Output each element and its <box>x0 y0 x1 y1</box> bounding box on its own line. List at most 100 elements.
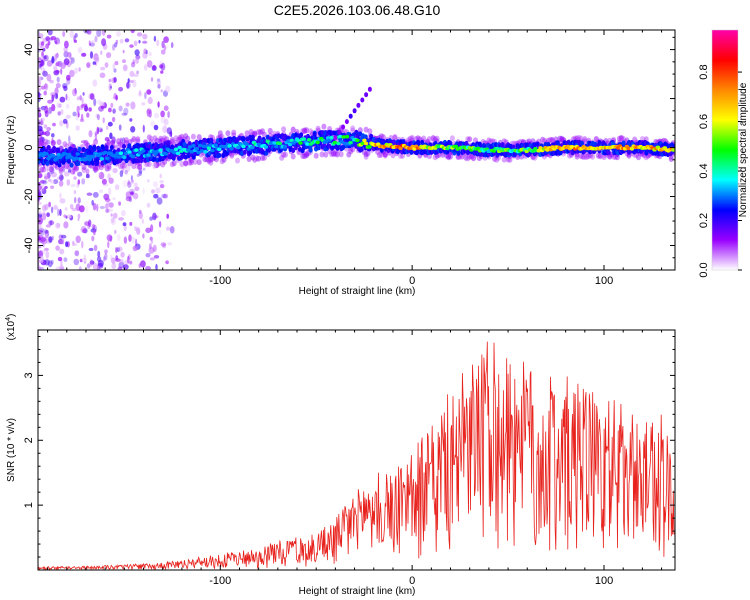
spectrogram-noise-cell <box>113 144 119 149</box>
spectrogram-halo-cell <box>574 153 580 160</box>
spectrogram-band-cell <box>401 139 406 145</box>
spectrogram-noise-cell <box>155 263 158 270</box>
spectrogram-halo-cell <box>593 136 599 143</box>
spectrogram-noise-cell <box>145 266 151 270</box>
spectrogram-noise-cell <box>48 166 52 171</box>
spectrogram-noise-cell <box>155 187 161 194</box>
spectrogram-halo-cell <box>290 126 296 133</box>
spectrogram-halo-cell <box>146 161 152 168</box>
spectrogram-noise-cell <box>166 226 170 231</box>
spectrogram-noise-cell <box>56 40 61 45</box>
spectrogram-noise-cell <box>114 42 118 48</box>
spectrogram-halo-cell <box>254 155 260 162</box>
spectrogram-noise-cell <box>67 51 72 58</box>
spectrogram-noise-cell <box>57 208 60 217</box>
spectrogram-halo-cell <box>455 154 461 161</box>
spectrogram-halo-cell <box>50 139 56 146</box>
snr-series-line <box>38 341 675 570</box>
spectrogram-noise-cell <box>74 250 80 257</box>
spectrogram-noise-cell <box>159 60 163 66</box>
spectrogram-noise-cell <box>62 164 66 173</box>
spectrogram-band-cell <box>69 162 74 168</box>
spectrogram-halo-cell <box>118 141 123 148</box>
spectrogram-noise-cell <box>100 105 104 110</box>
spectrogram-noise-cell <box>61 234 67 239</box>
spectrogram-noise-cell <box>55 245 60 251</box>
spectrogram-noise-cell <box>51 133 55 138</box>
spectrogram-halo-cell <box>183 133 189 140</box>
spectrogram-noise-cell <box>42 204 47 212</box>
spectrogram-halo-cell <box>190 133 196 140</box>
spectrogram-noise-cell <box>89 260 95 265</box>
spectrogram-noise-cell <box>60 259 63 267</box>
spectrogram-halo-cell <box>206 156 212 163</box>
snr-x-axis-label: Height of straight line (km) <box>299 586 416 597</box>
spectrogram-noise-cell <box>38 216 41 220</box>
spectrogram-ridge-cell <box>199 149 205 153</box>
spectrogram-noise-cell <box>131 179 134 184</box>
spectrogram-noise-cell <box>97 259 104 267</box>
colorbar-frame <box>711 29 739 271</box>
spectrogram-halo-cell <box>549 137 555 144</box>
spectrogram-halo-cell <box>267 127 273 134</box>
spectrogram-noise-cell <box>63 171 70 177</box>
spectrogram-noise-cell <box>125 102 130 107</box>
spectrogram-noise-cell <box>153 35 157 42</box>
spectrogram-noise-cell <box>38 228 45 233</box>
spectrogram-halo-cell <box>400 152 405 159</box>
spectrogram-noise-cell <box>46 212 50 217</box>
spectrogram-noise-cell <box>72 167 76 175</box>
spectrogram-noise-cell <box>40 106 47 111</box>
spectrogram-noise-cell <box>75 235 81 244</box>
spectrogram-noise-cell <box>51 103 56 112</box>
spectrogram-halo-cell <box>377 152 382 159</box>
snr-panel: -100 0 100 1 2 3 Height of straight line (km… <box>5 314 676 597</box>
spectrogram-halo-cell <box>169 138 175 145</box>
spectrogram-halo-cell <box>148 135 154 142</box>
spectrogram-halo-cell <box>469 153 475 160</box>
spectrogram-noise-cell <box>98 171 105 180</box>
spectrogram-noise-cell <box>38 80 42 87</box>
spectrogram-ridge-cell <box>99 157 105 161</box>
spectrogram-halo-cell <box>135 136 141 143</box>
spectrogram-halo-cell <box>160 161 166 168</box>
spectrogram-noise-cell <box>122 222 127 227</box>
spectrogram-halo-cell <box>632 136 638 143</box>
spectrogram-noise-cell <box>169 226 175 234</box>
spectrogram-noise-cell <box>81 52 87 57</box>
spectrogram-ridge-cell <box>363 141 369 146</box>
spectrogram-noise-cell <box>86 192 93 196</box>
spectrogram-noise-cell <box>91 224 96 229</box>
spectrogram-ridge-cell <box>315 140 320 145</box>
spectrogram-noise-cell <box>111 217 115 224</box>
spectrogram-band-cell <box>57 162 62 168</box>
spectrogram-noise-cell <box>68 135 71 143</box>
spectrogram-halo-cell <box>519 138 524 145</box>
spectrogram-panel: -100 0 100 -40 -20 0 20 40 Height of straight … <box>6 29 676 297</box>
spectrogram-ridge-cell <box>187 145 193 149</box>
y-tick-label: -20 <box>23 189 35 205</box>
spectrogram-noise-cell <box>146 60 153 68</box>
spectrogram-ridge-cell <box>206 146 212 150</box>
spectrogram-halo-cell <box>39 139 45 146</box>
spectrogram-halo-cell <box>38 138 43 145</box>
spectrogram-noise-cell <box>86 61 92 68</box>
spectrogram-ridge-cell <box>75 152 80 156</box>
spectrogram-noise-cell <box>82 228 87 234</box>
spectrogram-noise-cell <box>63 58 70 66</box>
spectrogram-noise-cell <box>103 256 106 262</box>
spectrogram-noise-cell <box>148 109 152 118</box>
spectrogram-noise-cell <box>153 112 160 119</box>
spectrogram-spur-cell <box>344 119 349 125</box>
spectrogram-noise-cell <box>132 192 139 200</box>
spectrogram-halo-cell <box>246 156 252 162</box>
spectrogram-band-cell <box>241 136 246 142</box>
spectrogram-noise-cell <box>110 257 116 264</box>
spectrogram-noise-cell <box>151 189 155 194</box>
spectrogram-noise-cell <box>38 33 44 39</box>
spectrogram-noise-cell <box>145 227 152 234</box>
colorbar-label: Normalized spectral amplitude <box>738 82 749 217</box>
spectrogram-noise-cell <box>109 132 113 140</box>
spectrogram-halo-cell <box>208 156 214 163</box>
spectrogram-noise-cell <box>41 131 47 136</box>
